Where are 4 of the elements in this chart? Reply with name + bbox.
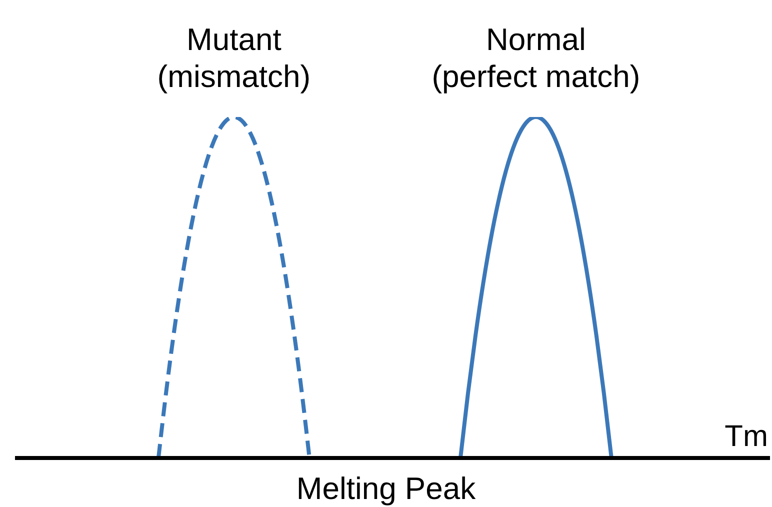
x-axis-title: Tm bbox=[724, 420, 768, 454]
series-label: Normal (perfect match) bbox=[432, 22, 640, 94]
text: Melting Peak bbox=[295, 471, 477, 507]
series-label: Mutant (mismatch) bbox=[157, 22, 311, 94]
